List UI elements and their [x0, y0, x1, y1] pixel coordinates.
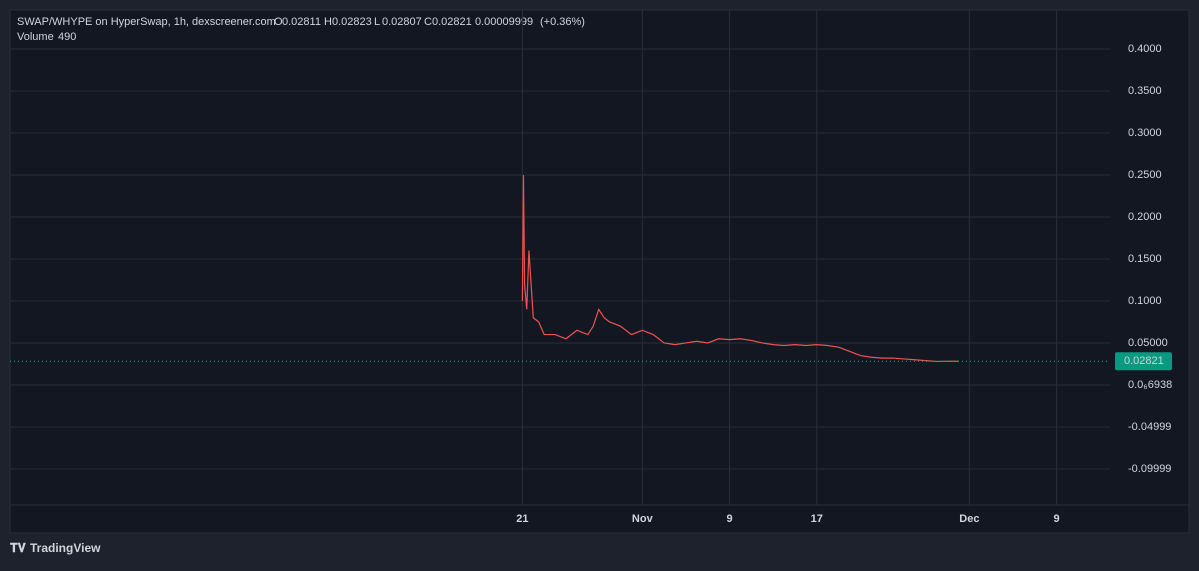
- x-tick-label: 17: [811, 513, 823, 525]
- legend-header: SWAP/WHYPE on HyperSwap, 1h, dexscreener…: [17, 16, 585, 43]
- x-tick-label: Nov: [632, 513, 654, 525]
- y-tick-label: -0.04999: [1128, 421, 1171, 433]
- x-tick-label: 9: [1054, 513, 1060, 525]
- y-tick-label: 0.0₆6938: [1128, 379, 1172, 391]
- last-price-label: 0.02821: [1124, 355, 1164, 367]
- y-tick-label: 0.2500: [1128, 169, 1162, 181]
- ohlc-key: O: [274, 16, 283, 28]
- x-tick-label: 21: [516, 513, 528, 525]
- ohlc-value: 0.02821: [432, 16, 472, 28]
- x-tick-label: Dec: [959, 513, 979, 525]
- ohlc-key: C: [424, 16, 432, 28]
- volume-value: 490: [58, 31, 76, 43]
- y-tick-label: 0.3500: [1128, 85, 1162, 97]
- x-tick-label: 9: [726, 513, 732, 525]
- chart-title: SWAP/WHYPE on HyperSwap, 1h, dexscreener…: [17, 16, 276, 28]
- chart-panel: [9, 9, 1190, 534]
- change-pct: (+0.36%): [540, 16, 585, 28]
- y-tick-label: 0.05000: [1128, 337, 1168, 349]
- y-tick-label: 0.3000: [1128, 127, 1162, 139]
- volume-label: Volume: [17, 31, 54, 43]
- y-tick-label: 0.1500: [1128, 253, 1162, 265]
- brand-logo: 𝐓𝐕: [10, 541, 27, 555]
- price-line: [521, 174, 959, 363]
- y-tick-label: -0.09999: [1128, 463, 1171, 475]
- y-tick-label: 0.4000: [1128, 43, 1162, 55]
- brand[interactable]: TradingView: [30, 541, 101, 555]
- ohlc-value: 0.02807: [382, 16, 422, 28]
- ohlc-value: 0.02811: [282, 16, 321, 28]
- ohlc-key: H: [324, 16, 332, 28]
- ohlc-key: L: [374, 16, 380, 28]
- ohlc-value: 0.02823: [332, 16, 372, 28]
- change-value: 0.00009999: [475, 16, 533, 28]
- last-price-box: [1115, 352, 1172, 371]
- y-tick-label: 0.2000: [1128, 211, 1162, 223]
- y-tick-label: 0.1000: [1128, 295, 1162, 307]
